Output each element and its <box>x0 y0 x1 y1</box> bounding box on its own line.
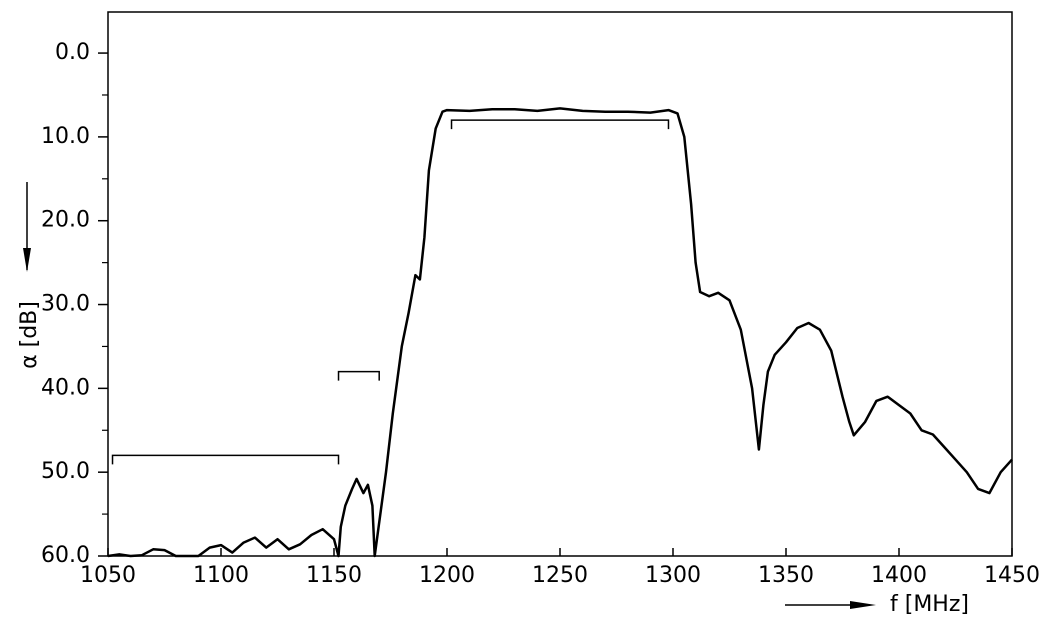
x-tick-label: 1300 <box>645 563 701 588</box>
y-tick-label: 10.0 <box>41 124 90 149</box>
x-tick-label: 1350 <box>758 563 814 588</box>
y-tick-label: 60.0 <box>41 543 90 568</box>
y-tick-label: 50.0 <box>41 459 90 484</box>
limit-line <box>111 454 340 465</box>
limit-line <box>337 370 380 381</box>
y-tick-label: 20.0 <box>41 208 90 233</box>
attenuation-curve <box>107 107 1013 558</box>
y-arrow <box>23 182 31 272</box>
y-tick-label: 40.0 <box>41 375 90 400</box>
x-tick-label: 1400 <box>871 563 927 588</box>
x-tick-label: 1450 <box>984 563 1040 588</box>
y-axis-label: α [dB] <box>17 301 42 369</box>
x-tick-label: 1200 <box>419 563 475 588</box>
plot-frame <box>107 11 1013 557</box>
x-arrow <box>785 601 876 609</box>
y-tick-label: 30.0 <box>41 292 90 317</box>
x-tick-label: 1050 <box>80 563 136 588</box>
limit-line <box>450 119 670 130</box>
x-tick-label: 1100 <box>193 563 249 588</box>
x-axis-label: f [MHz] <box>890 592 969 617</box>
y-tick-label: 0.0 <box>55 40 90 65</box>
x-tick-label: 1150 <box>306 563 362 588</box>
x-tick-label: 1250 <box>532 563 588 588</box>
